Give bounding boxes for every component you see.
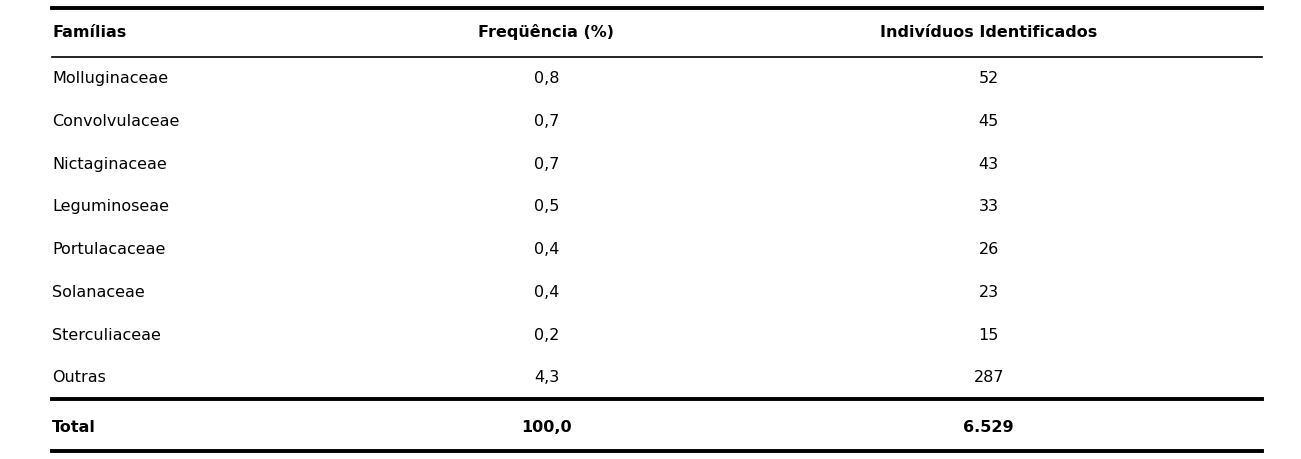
Text: 52: 52 bbox=[978, 71, 999, 86]
Text: 4,3: 4,3 bbox=[533, 370, 559, 386]
Text: Solanaceae: Solanaceae bbox=[52, 285, 144, 300]
Text: 45: 45 bbox=[978, 114, 999, 129]
Text: 33: 33 bbox=[978, 200, 999, 214]
Text: Nictaginaceae: Nictaginaceae bbox=[52, 157, 167, 172]
Text: 0,7: 0,7 bbox=[533, 114, 559, 129]
Text: Outras: Outras bbox=[52, 370, 105, 386]
Text: Convolvulaceae: Convolvulaceae bbox=[52, 114, 180, 129]
Text: Total: Total bbox=[52, 420, 96, 435]
Text: 23: 23 bbox=[978, 285, 999, 300]
Text: Molluginaceae: Molluginaceae bbox=[52, 71, 168, 86]
Text: 0,2: 0,2 bbox=[533, 328, 559, 343]
Text: 0,8: 0,8 bbox=[533, 71, 559, 86]
Text: 287: 287 bbox=[973, 370, 1004, 386]
Text: 0,5: 0,5 bbox=[533, 200, 559, 214]
Text: 6.529: 6.529 bbox=[964, 420, 1013, 435]
Text: Famílias: Famílias bbox=[52, 25, 126, 39]
Text: Freqüência (%): Freqüência (%) bbox=[479, 24, 614, 40]
Text: Indivíduos Identificados: Indivíduos Identificados bbox=[881, 25, 1097, 39]
Text: Portulacaceae: Portulacaceae bbox=[52, 242, 165, 257]
Text: 0,4: 0,4 bbox=[533, 285, 559, 300]
Text: Leguminoseae: Leguminoseae bbox=[52, 200, 169, 214]
Text: 0,7: 0,7 bbox=[533, 157, 559, 172]
Text: 15: 15 bbox=[978, 328, 999, 343]
Text: 100,0: 100,0 bbox=[522, 420, 571, 435]
Text: 0,4: 0,4 bbox=[533, 242, 559, 257]
Text: 26: 26 bbox=[978, 242, 999, 257]
Text: 43: 43 bbox=[978, 157, 999, 172]
Text: Sterculiaceae: Sterculiaceae bbox=[52, 328, 161, 343]
